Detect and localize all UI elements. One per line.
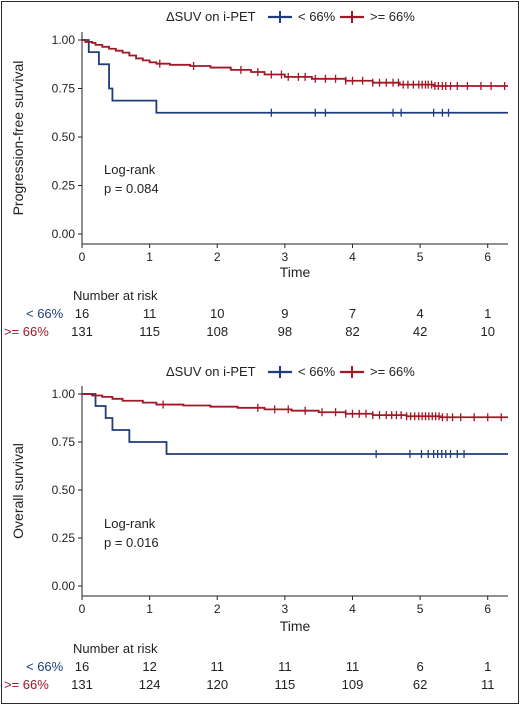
legend-label-high: >= 66% xyxy=(370,364,415,379)
logrank-label: Log-rank xyxy=(104,516,156,531)
y-tick-label: 1.00 xyxy=(52,33,76,47)
risk-value-low: 9 xyxy=(281,306,288,321)
risk-value-high: 115 xyxy=(274,677,295,692)
y-tick-label: 0.00 xyxy=(52,227,76,241)
legend-title: ΔSUV on i-PET xyxy=(166,9,256,24)
logrank-label: Log-rank xyxy=(104,162,156,177)
risk-value-low: 7 xyxy=(349,306,356,321)
risk-value-high: 82 xyxy=(345,324,359,339)
risk-value-low: 10 xyxy=(210,306,224,321)
legend-label-high: >= 66% xyxy=(370,9,415,24)
os-panel: 0.000.250.500.751.0001613111212421112031… xyxy=(10,386,508,692)
risk-row-label-high: >= 66% xyxy=(4,324,49,339)
y-tick-label: 1.00 xyxy=(52,387,76,401)
x-tick-label: 6 xyxy=(484,602,491,616)
risk-value-high: 124 xyxy=(139,677,161,692)
pfs-panel: 0.000.250.500.751.0001613111111521010839… xyxy=(10,32,508,339)
y-tick-label: 0.25 xyxy=(52,179,76,193)
p-value-label: p = 0.016 xyxy=(104,535,159,550)
legend-title: ΔSUV on i-PET xyxy=(166,364,256,379)
risk-value-low: 11 xyxy=(210,659,224,674)
risk-value-high: 131 xyxy=(71,677,93,692)
y-tick-label: 0.75 xyxy=(52,82,76,96)
legend-item-low: < 66% xyxy=(268,364,336,379)
x-axis-label: Time xyxy=(280,264,311,280)
survival-curve-high xyxy=(82,39,508,87)
risk-row-label-low: < 66% xyxy=(26,306,64,321)
x-tick-label: 3 xyxy=(282,250,289,264)
risk-value-low: 11 xyxy=(346,659,360,674)
risk-value-low: 16 xyxy=(75,306,89,321)
y-tick-label: 0.50 xyxy=(52,483,76,497)
risk-value-high: 115 xyxy=(139,324,160,339)
legend-label-low: < 66% xyxy=(298,364,336,379)
risk-row-label-low: < 66% xyxy=(26,659,64,674)
x-tick-label: 0 xyxy=(79,250,86,264)
risk-value-high: 131 xyxy=(71,324,93,339)
risk-value-low: 12 xyxy=(142,659,156,674)
x-tick-label: 2 xyxy=(214,250,221,264)
risk-value-low: 1 xyxy=(484,306,491,321)
risk-value-high: 120 xyxy=(206,677,228,692)
risk-value-low: 1 xyxy=(484,659,491,674)
risk-row-label-high: >= 66% xyxy=(4,677,49,692)
risk-value-low: 4 xyxy=(416,306,423,321)
survival-curve-high xyxy=(82,393,508,419)
legend-item-high: >= 66% xyxy=(340,9,415,24)
risk-value-high: 109 xyxy=(342,677,364,692)
x-tick-label: 4 xyxy=(349,250,356,264)
x-tick-label: 3 xyxy=(282,602,289,616)
x-tick-label: 2 xyxy=(214,602,221,616)
x-tick-label: 5 xyxy=(417,602,424,616)
risk-header-top: Number at risk xyxy=(73,288,158,303)
risk-value-low: 16 xyxy=(75,659,89,674)
legend-label-low: < 66% xyxy=(298,9,336,24)
legend-item-high: >= 66% xyxy=(340,364,415,379)
risk-value-high: 62 xyxy=(413,677,427,692)
risk-value-high: 98 xyxy=(278,324,292,339)
legend-top: ΔSUV on i-PET < 66% >= 66% xyxy=(166,9,415,24)
risk-header-bottom: Number at risk xyxy=(73,641,158,656)
legend-bottom: ΔSUV on i-PET < 66% >= 66% xyxy=(166,364,415,379)
survival-curve-low xyxy=(82,393,508,455)
y-axis-label: Progression-free survival xyxy=(10,61,26,216)
y-tick-label: 0.75 xyxy=(52,435,76,449)
x-tick-label: 5 xyxy=(417,250,424,264)
risk-value-high: 108 xyxy=(206,324,228,339)
x-tick-label: 1 xyxy=(146,602,153,616)
y-tick-label: 0.00 xyxy=(52,579,76,593)
risk-value-low: 11 xyxy=(278,659,292,674)
risk-value-high: 10 xyxy=(480,324,494,339)
y-tick-label: 0.25 xyxy=(52,531,76,545)
p-value-label: p = 0.084 xyxy=(104,181,159,196)
risk-value-high: 11 xyxy=(481,677,495,692)
y-axis-label: Overall survival xyxy=(10,443,26,539)
survival-curve-low xyxy=(82,39,508,114)
risk-value-low: 6 xyxy=(416,659,423,674)
x-tick-label: 4 xyxy=(349,602,356,616)
risk-value-high: 42 xyxy=(413,324,427,339)
y-tick-label: 0.50 xyxy=(52,130,76,144)
risk-value-low: 11 xyxy=(143,306,157,321)
x-tick-label: 1 xyxy=(146,250,153,264)
x-axis-label: Time xyxy=(280,618,311,634)
legend-item-low: < 66% xyxy=(268,9,336,24)
x-tick-label: 0 xyxy=(79,602,86,616)
x-tick-label: 6 xyxy=(484,250,491,264)
